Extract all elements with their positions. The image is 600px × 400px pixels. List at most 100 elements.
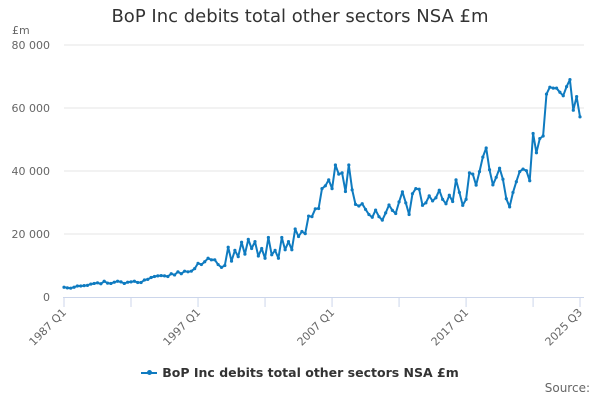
data-point [424,201,428,205]
data-point [273,248,277,252]
data-point [203,260,207,264]
data-point [219,265,224,269]
data-point [564,84,569,89]
data-point [333,163,338,167]
data-point [400,190,405,194]
data-point [296,234,301,239]
data-point [189,269,193,273]
data-point [551,86,555,90]
data-point [75,284,80,288]
series-line [63,78,581,290]
legend-series-label[interactable]: BoP Inc debits total other sectors NSA £… [162,365,459,380]
data-point [571,108,575,112]
data-point [394,211,398,216]
data-point [451,199,455,204]
data-point [353,202,358,206]
data-point [347,163,351,167]
data-point [270,253,274,257]
data-point [461,203,465,207]
data-point [370,215,374,219]
data-point [99,282,103,286]
data-point [226,245,230,249]
data-point [575,95,579,99]
data-point [216,262,220,267]
data-point [317,206,321,211]
x-tick-label: 2007 Q1 [295,306,338,349]
data-point [193,267,197,271]
data-point [561,94,565,98]
data-point [467,171,472,175]
data-point [390,208,394,212]
data-point [554,86,559,90]
data-point [538,136,542,141]
data-point [65,286,69,290]
data-point [417,187,421,191]
data-point [95,281,100,285]
data-point [246,237,250,241]
data-point [511,190,515,195]
data-point [410,192,415,196]
data-point [457,190,461,195]
data-point [340,171,344,175]
data-point [199,262,203,267]
data-point [377,215,381,219]
data-point [363,207,368,212]
data-point [578,115,582,119]
data-point [132,279,136,283]
data-point [327,178,331,182]
data-point [92,281,96,286]
y-tick-label: 0 [43,291,50,304]
data-point [183,269,187,273]
data-point [79,284,83,288]
data-point [524,169,528,173]
data-point [229,259,234,263]
data-point [481,155,485,159]
data-point [239,240,244,244]
data-point [323,184,327,188]
data-point [494,175,498,179]
chart-title: BoP Inc debits total other sectors NSA £… [111,6,489,27]
data-point [491,183,495,187]
data-point [541,134,545,138]
data-point [374,208,378,212]
y-axis-unit-label: £m [12,24,30,37]
data-point [169,272,173,276]
data-point [427,194,431,198]
data-point [534,151,539,155]
data-point [474,183,478,187]
data-point [233,248,237,252]
data-point [548,85,552,89]
data-point [434,196,438,200]
x-tick-label: 2025 Q3 [543,306,586,349]
data-point [149,275,153,280]
data-point [263,256,267,260]
data-point [253,239,257,244]
y-tick-label: 40 000 [12,165,51,178]
data-point [437,188,441,192]
data-point [414,187,418,191]
data-point [501,177,505,181]
data-point [528,179,532,183]
data-point [213,258,217,262]
data-point [447,193,451,197]
data-point [367,212,371,217]
data-point [306,214,311,218]
y-tick-label: 80 000 [12,39,51,52]
data-point [444,202,448,206]
data-point [384,211,388,215]
data-point [156,274,160,278]
data-point [558,90,562,94]
data-point [206,256,210,260]
data-point [487,168,492,172]
data-point [300,229,304,234]
data-point [283,248,287,252]
data-point [172,273,177,277]
data-point [280,235,284,240]
legend[interactable]: BoP Inc debits total other sectors NSA £… [0,365,600,380]
data-point [112,280,116,284]
data-point [186,270,190,274]
data-point [397,200,401,204]
x-tick-label: 1987 Q1 [27,306,70,349]
data-point [454,178,458,182]
